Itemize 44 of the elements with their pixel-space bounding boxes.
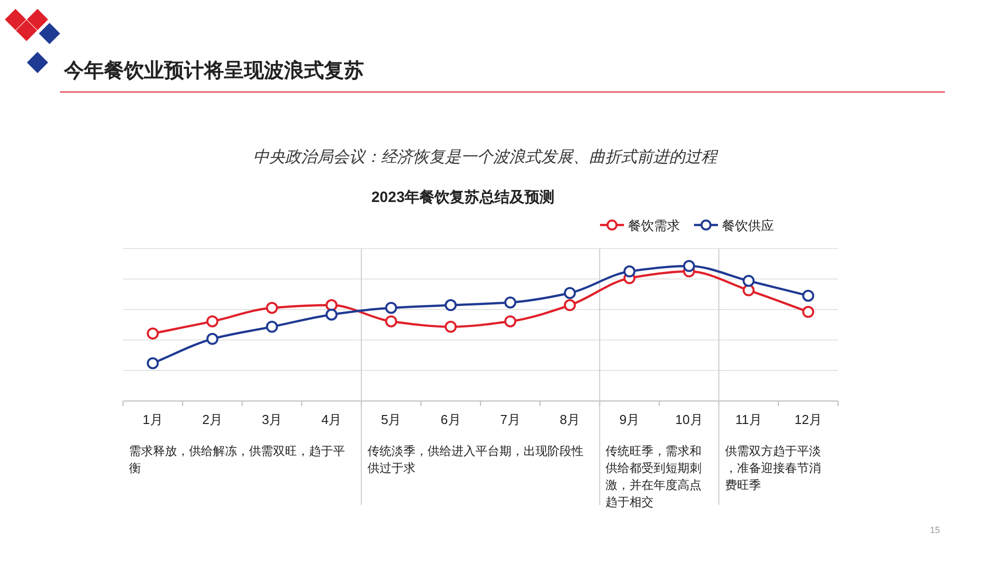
text: 15 bbox=[930, 525, 940, 535]
x-tick-label: 11月 bbox=[735, 412, 762, 427]
x-tick-label: 4月 bbox=[321, 412, 342, 427]
point bbox=[146, 328, 159, 340]
x-tick-label: 2月 bbox=[202, 412, 222, 427]
point bbox=[504, 296, 516, 308]
point bbox=[206, 332, 218, 345]
point bbox=[504, 315, 516, 328]
text: 传统旺季，需求和供给都受到短期刺激，并在年度高点趋于相交 bbox=[606, 444, 702, 509]
legend-label: 餐饮需求 bbox=[628, 218, 680, 233]
point bbox=[146, 357, 159, 370]
text: 供需双方趋于平淡，准备迎接春节消费旺季 bbox=[724, 444, 821, 492]
point bbox=[385, 302, 398, 314]
point bbox=[564, 299, 576, 312]
point bbox=[564, 287, 576, 299]
x-tick-label: 8月 bbox=[560, 412, 580, 427]
point bbox=[385, 315, 398, 328]
point bbox=[742, 274, 755, 287]
point bbox=[444, 320, 457, 333]
point bbox=[266, 320, 278, 333]
chart-subtitle: 中央政治局会议：经济恢复是一个波浪式发展、曲折式前进的过程 bbox=[253, 148, 719, 166]
x-tick-label: 5月 bbox=[381, 412, 402, 427]
x-tick-label: 9月 bbox=[619, 412, 640, 427]
x-tick-label: 12月 bbox=[794, 412, 822, 427]
point bbox=[623, 265, 636, 278]
x-tick-label: 7月 bbox=[500, 412, 520, 427]
point bbox=[683, 260, 696, 272]
x-tick-label: 3月 bbox=[262, 412, 282, 427]
legend-label: 餐饮供应 bbox=[722, 218, 774, 233]
x-tick-label: 1月 bbox=[142, 412, 163, 427]
x-tick-label: 6月 bbox=[440, 412, 461, 427]
point bbox=[802, 306, 814, 318]
x-tick-label: 10月 bbox=[675, 412, 703, 427]
point bbox=[802, 290, 814, 302]
point bbox=[326, 299, 338, 312]
point bbox=[742, 284, 755, 296]
point bbox=[266, 302, 278, 314]
chart-title: 今年餐饮业预计将呈现波浪式复苏 bbox=[63, 59, 364, 82]
point bbox=[444, 299, 457, 312]
text: 传统淡季，供给进入平台期，出现阶段性供过于求 bbox=[367, 444, 584, 475]
text: 2023年餐饮复苏总结及预测 bbox=[371, 189, 555, 206]
point bbox=[206, 315, 218, 328]
point bbox=[326, 308, 338, 321]
text: 需求释放，供给解冻，供需双旺，趋于平衡 bbox=[129, 444, 345, 475]
